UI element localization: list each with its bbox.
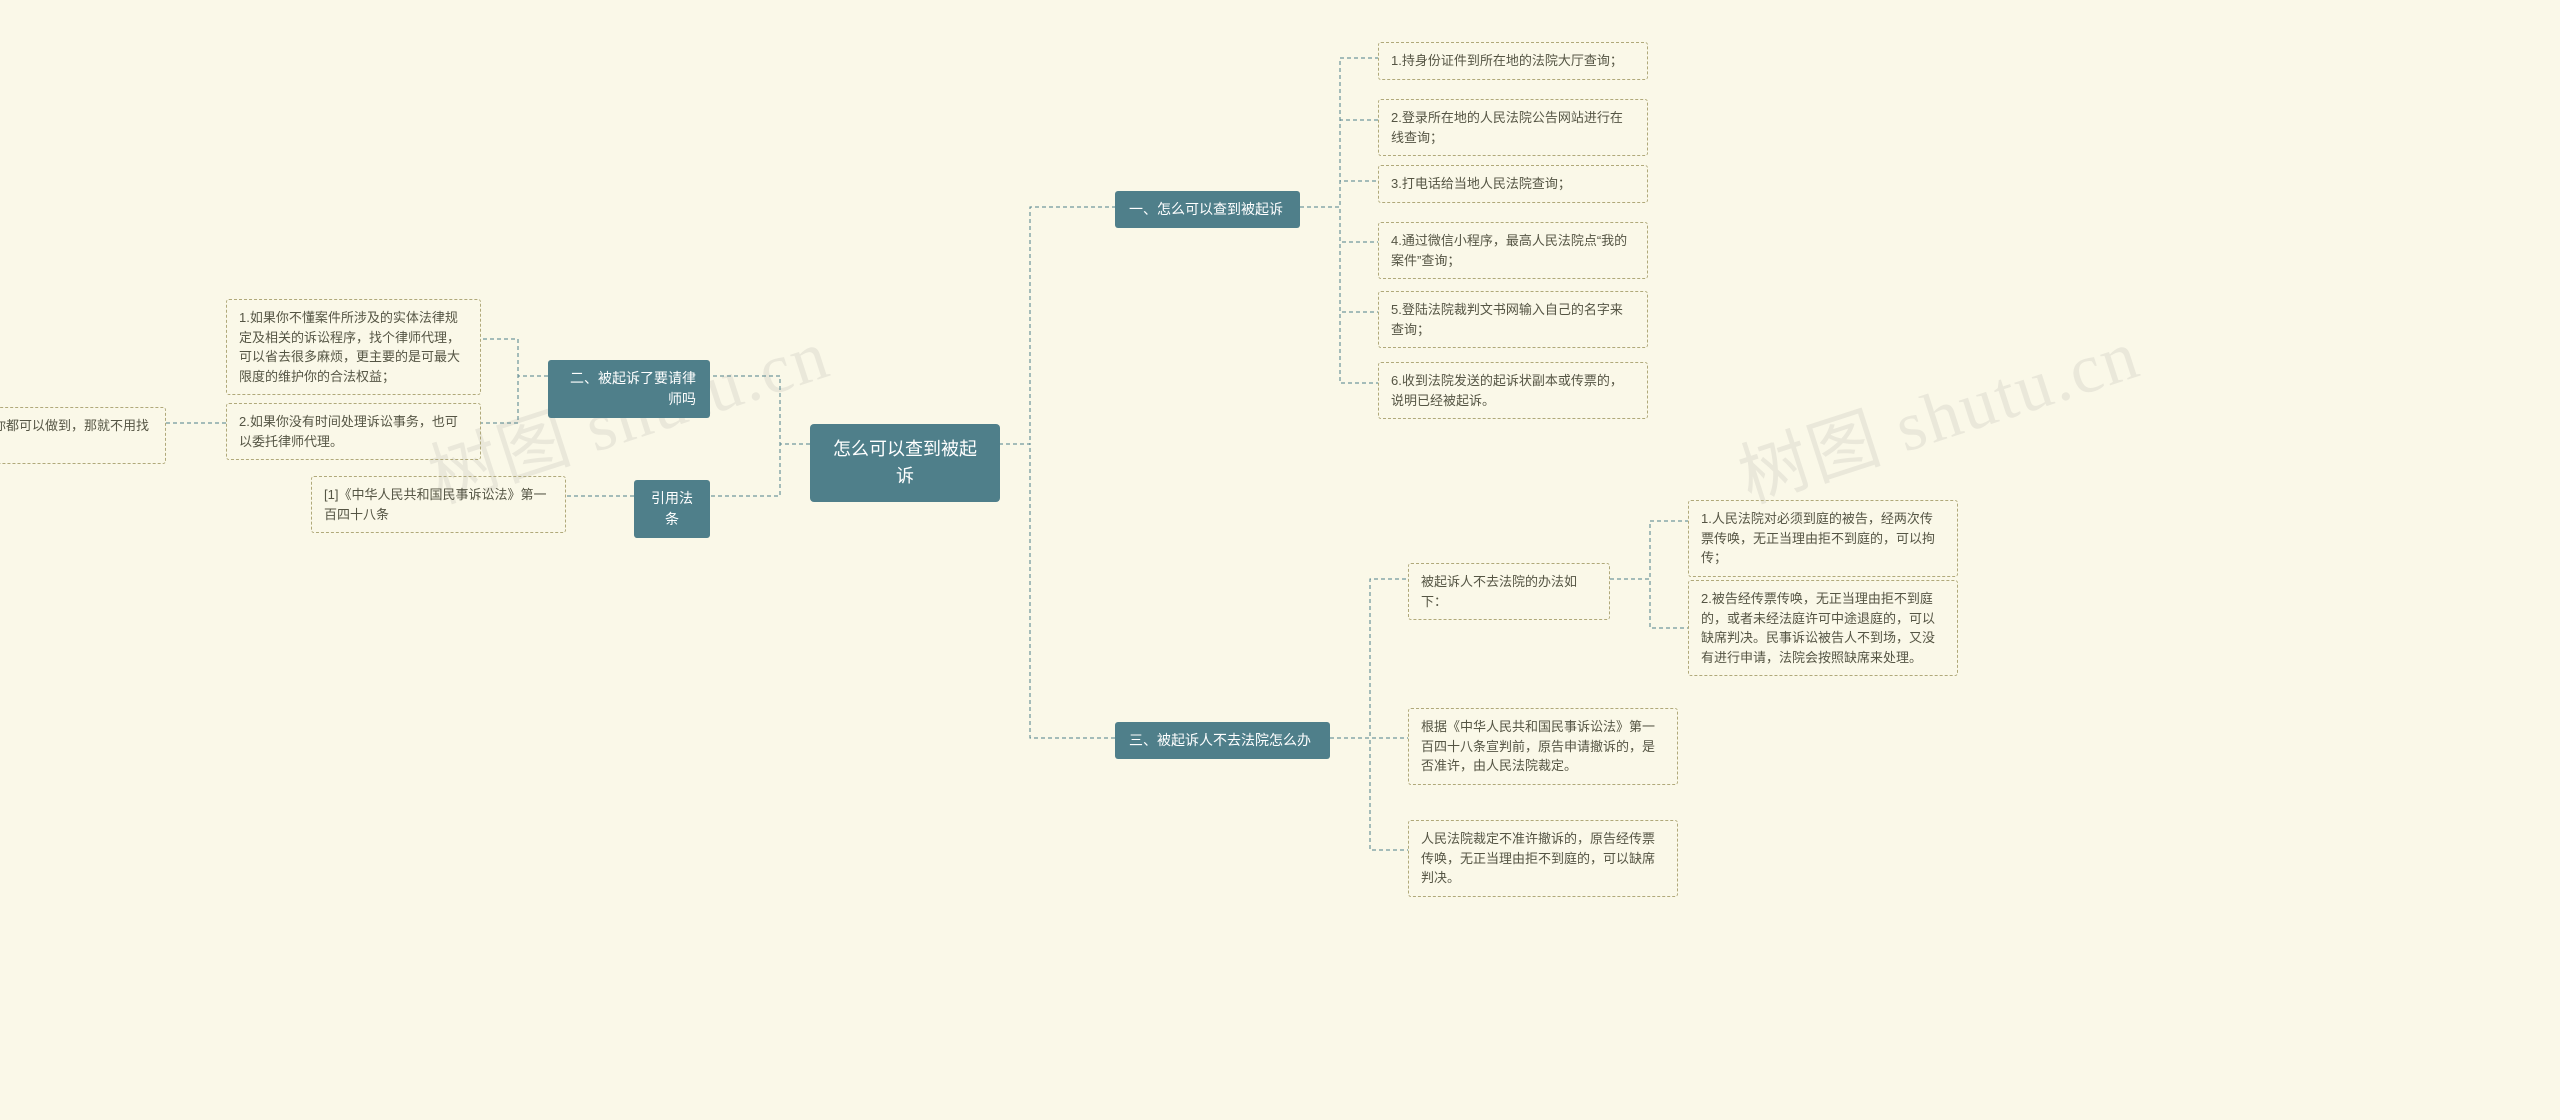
branch-1: 一、怎么可以查到被起诉 <box>1115 191 1300 228</box>
b2-leaf-2: 2.如果你没有时间处理诉讼事务，也可以委托律师代理。 <box>226 403 481 460</box>
b3-extra-1: 根据《中华人民共和国民事诉讼法》第一百四十八条宣判前，原告申请撤诉的，是否准许，… <box>1408 708 1678 785</box>
branch-2: 二、被起诉了要请律师吗 <box>548 360 710 418</box>
branch-3: 三、被起诉人不去法院怎么办 <box>1115 722 1330 759</box>
b1-leaf-6: 6.收到法院发送的起诉状副本或传票的，说明已经被起诉。 <box>1378 362 1648 419</box>
b3-sub-leaf-1: 1.人民法院对必须到庭的被告，经两次传票传唤，无正当理由拒不到庭的，可以拘传； <box>1688 500 1958 577</box>
branch-4: 引用法条 <box>634 480 710 538</box>
root-node: 怎么可以查到被起诉 <box>810 424 1000 502</box>
b1-leaf-2: 2.登录所在地的人民法院公告网站进行在线查询； <box>1378 99 1648 156</box>
b1-leaf-3: 3.打电话给当地人民法院查询； <box>1378 165 1648 203</box>
b2-grand: 如果上面两点你都可以做到，那就不用找律师 <box>0 407 166 464</box>
watermark: 树图 shutu.cn <box>1725 298 2151 522</box>
b2-leaf-1: 1.如果你不懂案件所涉及的实体法律规定及相关的诉讼程序，找个律师代理，可以省去很… <box>226 299 481 395</box>
connectors <box>0 0 2560 1120</box>
b3-sub-leaf-2: 2.被告经传票传唤，无正当理由拒不到庭的，或者未经法庭许可中途退庭的，可以缺席判… <box>1688 580 1958 676</box>
b1-leaf-5: 5.登陆法院裁判文书网输入自己的名字来查询； <box>1378 291 1648 348</box>
b4-leaf-1: [1]《中华人民共和国民事诉讼法》第一百四十八条 <box>311 476 566 533</box>
b1-leaf-1: 1.持身份证件到所在地的法院大厅查询； <box>1378 42 1648 80</box>
b3-extra-2: 人民法院裁定不准许撤诉的，原告经传票传唤，无正当理由拒不到庭的，可以缺席判决。 <box>1408 820 1678 897</box>
b3-sub: 被起诉人不去法院的办法如下： <box>1408 563 1610 620</box>
b1-leaf-4: 4.通过微信小程序，最高人民法院点“我的案件”查询； <box>1378 222 1648 279</box>
